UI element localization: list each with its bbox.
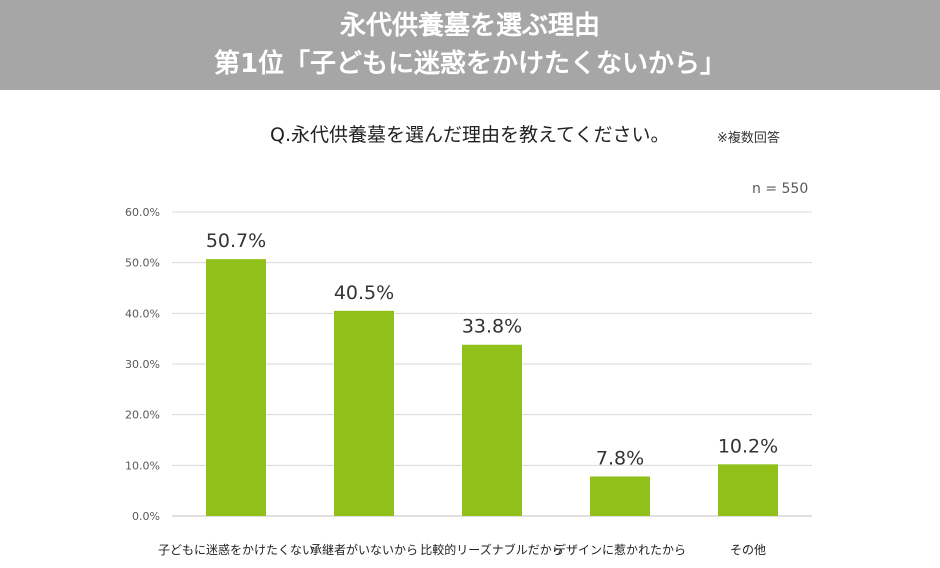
y-tick-label: 30.0% <box>125 358 160 371</box>
y-tick-label: 40.0% <box>125 307 160 320</box>
y-tick-label: 0.0% <box>132 510 160 523</box>
y-tick-label: 20.0% <box>125 409 160 422</box>
data-label: 50.7% <box>206 230 266 252</box>
title-line-1: 永代供養墓を選ぶ理由 <box>339 11 600 41</box>
title-banner: 永代供養墓を選ぶ理由 第1位「子どもに迷惑をかけたくないから」 <box>0 0 940 90</box>
bar <box>334 310 394 516</box>
bar <box>718 464 778 516</box>
data-label: 10.2% <box>718 435 778 457</box>
sample-size-label: n = 550 <box>752 181 809 197</box>
bar <box>462 344 522 516</box>
category-label: 比較的リーズナブルだから <box>420 542 563 557</box>
data-label: 40.5% <box>334 282 394 304</box>
category-label: その他 <box>730 543 766 557</box>
bar <box>590 476 650 516</box>
data-label: 33.8% <box>462 316 522 338</box>
data-label: 7.8% <box>596 447 644 469</box>
y-tick-label: 60.0% <box>125 206 160 219</box>
multiple-answer-note: ※複数回答 <box>717 131 780 146</box>
category-label: 子どもに迷惑をかけたくない <box>158 543 314 557</box>
title-line-2: 第1位「子どもに迷惑をかけたくないから」 <box>213 49 727 79</box>
category-label: 承継者がいないから <box>310 542 418 557</box>
question-text: Q.永代供養墓を選んだ理由を教えてください。 <box>270 124 670 146</box>
y-tick-label: 50.0% <box>125 257 160 270</box>
category-label: デザインに惹かれたから <box>554 542 686 557</box>
y-tick-label: 10.0% <box>125 459 160 472</box>
bar <box>206 259 266 516</box>
